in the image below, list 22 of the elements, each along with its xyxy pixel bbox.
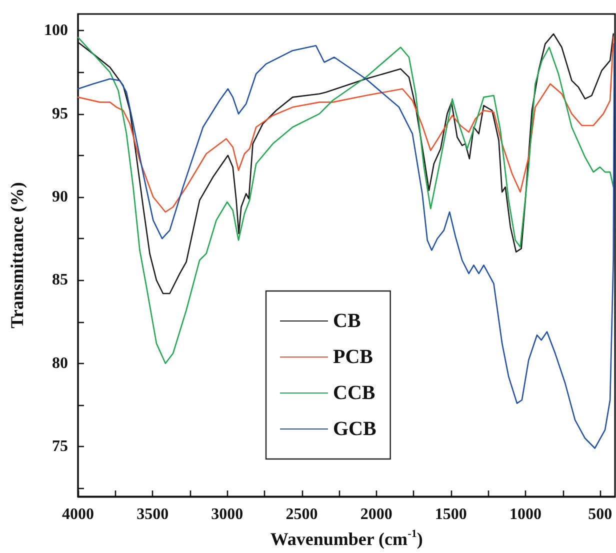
x-tick-label: 4000 — [62, 506, 94, 523]
legend-label: CB — [333, 310, 361, 332]
legend-label: PCB — [333, 346, 373, 368]
y-tick-label: 85 — [52, 272, 68, 289]
y-tick-label: 100 — [44, 22, 68, 40]
x-tick-label: 3500 — [136, 506, 169, 523]
legend-label: CCB — [333, 382, 376, 404]
y-tick-label: 75 — [52, 438, 68, 456]
x-tick-label: 2500 — [286, 506, 318, 523]
legend-label: GCB — [333, 418, 376, 440]
line-series — [77, 36, 614, 364]
y-tick-label: 90 — [52, 188, 68, 206]
x-tick-label: 1000 — [510, 506, 542, 523]
x-tick-label: 3000 — [211, 506, 244, 523]
line-series — [77, 36, 614, 213]
line-series — [77, 43, 615, 449]
y-axis-title: Transmittance (%) — [7, 182, 27, 328]
x-tick-label: 500 — [588, 506, 612, 523]
y-tick-label: 95 — [52, 105, 68, 122]
y-tick-label: 80 — [52, 354, 68, 372]
x-tick-label: 1500 — [434, 506, 467, 523]
x-tick-label: 2000 — [360, 506, 392, 523]
